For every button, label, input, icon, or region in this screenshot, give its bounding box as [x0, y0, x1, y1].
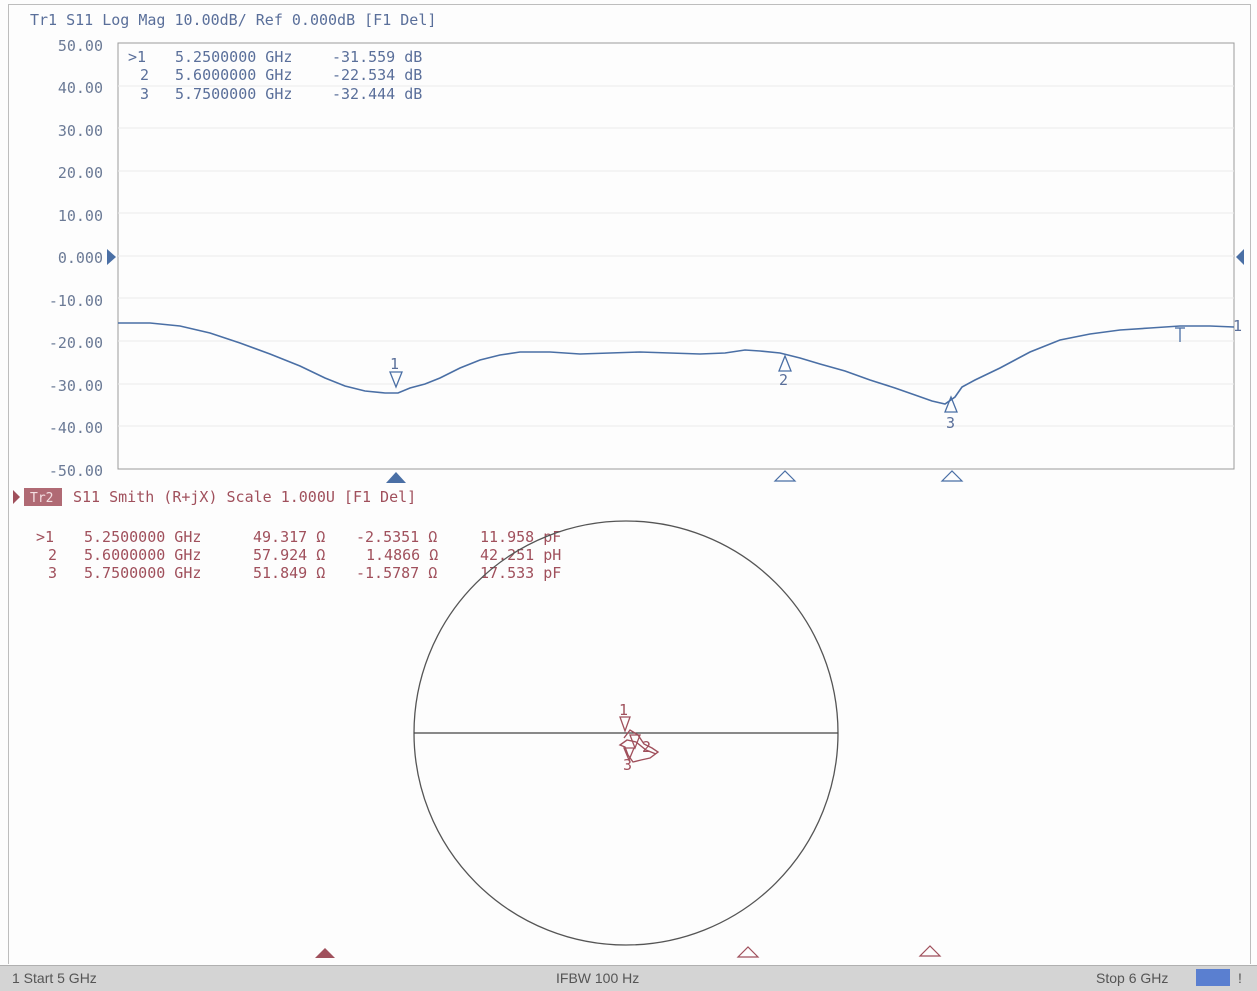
- smith-marker-1-icon: [619, 716, 631, 733]
- status-end-mark: !: [1238, 970, 1242, 986]
- frame-right: [1250, 4, 1251, 964]
- marker-reactance: -1.5787 Ω: [356, 564, 437, 582]
- logmag-grid: [118, 85, 1234, 427]
- y-tick-label: 30.00: [58, 122, 103, 140]
- frame-top: [8, 4, 1251, 5]
- smith-marker-tag: 1: [619, 701, 628, 719]
- s11-smith-trace[interactable]: [618, 729, 660, 763]
- marker-component: 42.251 pH: [480, 546, 561, 564]
- smith-marker-3-position-icon[interactable]: [918, 945, 942, 957]
- marker-reactance: -2.5351 Ω: [356, 528, 437, 546]
- y-tick-label: -10.00: [49, 292, 103, 310]
- logmag-y-ticks: 50.00 40.00 30.00 20.00 10.00 0.000 -10.…: [49, 37, 103, 480]
- marker-2-position-icon[interactable]: [773, 470, 797, 482]
- trace1-header[interactable]: Tr1 S11 Log Mag 10.00dB/ Ref 0.000dB [F1…: [30, 11, 436, 29]
- trace2-marker-table: >1 5.2500000 GHz 49.317 Ω -2.5351 Ω 11.9…: [36, 528, 561, 582]
- marker-value: -32.444 dB: [332, 85, 422, 103]
- channel-status-badge[interactable]: [1196, 969, 1230, 986]
- marker-value: -31.559 dB: [332, 48, 422, 66]
- smith-marker-1-position-icon[interactable]: [315, 948, 335, 958]
- marker-component: 11.958 pF: [480, 528, 561, 546]
- marker-value: -22.534 dB: [332, 66, 422, 84]
- analyzer-display: Tr1 S11 Log Mag 10.00dB/ Ref 0.000dB [F1…: [13, 11, 1244, 958]
- marker-label: 2: [48, 546, 57, 564]
- trace2-header[interactable]: S11 Smith (R+jX) Scale 1.000U [F1 Del]: [73, 488, 416, 506]
- marker-tag: 2: [779, 371, 788, 389]
- marker-label: >1: [128, 48, 146, 66]
- trace1-marker-table: >1 5.2500000 GHz -31.559 dB 2 5.6000000 …: [128, 48, 422, 103]
- active-trace-arrow-icon: [13, 490, 20, 504]
- ref-level-right-icon[interactable]: [1236, 249, 1244, 265]
- trace-end-tag: 1: [1233, 317, 1242, 335]
- ref-level-left-icon[interactable]: [107, 249, 116, 265]
- marker-tag: 3: [946, 414, 955, 432]
- y-tick-label: -30.00: [49, 377, 103, 395]
- smith-marker-2-icon: [629, 734, 641, 750]
- trace1-markers[interactable]: [389, 354, 958, 413]
- marker-component: 17.533 pF: [480, 564, 561, 582]
- y-tick-label: 10.00: [58, 207, 103, 225]
- marker-freq: 5.2500000 GHz: [84, 528, 201, 546]
- marker-freq: 5.7500000 GHz: [175, 85, 292, 103]
- marker-3-position-icon[interactable]: [940, 470, 964, 482]
- s11-logmag-trace[interactable]: [118, 322, 1235, 405]
- marker-resistance: 57.924 Ω: [253, 546, 325, 564]
- smith-marker-3-icon: [623, 747, 635, 762]
- y-tick-label: -40.00: [49, 419, 103, 437]
- start-frequency[interactable]: 1 Start 5 GHz: [12, 970, 97, 986]
- marker-label: 3: [140, 85, 149, 103]
- marker-tag: 1: [390, 355, 399, 373]
- trace2-badge[interactable]: [24, 488, 62, 506]
- y-tick-label: 50.00: [58, 37, 103, 55]
- stop-frequency[interactable]: Stop 6 GHz: [1096, 970, 1169, 986]
- y-tick-label: -50.00: [49, 462, 103, 480]
- marker-label: >1: [36, 528, 54, 546]
- marker-resistance: 49.317 Ω: [253, 528, 325, 546]
- frame-left: [8, 4, 9, 964]
- trace2-markers[interactable]: [619, 716, 641, 762]
- marker-label: 2: [140, 66, 149, 84]
- marker-freq: 5.6000000 GHz: [84, 546, 201, 564]
- ifbw-setting[interactable]: IFBW 100 Hz: [556, 970, 640, 986]
- y-tick-label: 0.000: [58, 249, 103, 267]
- marker-1-position-icon[interactable]: [386, 472, 406, 483]
- marker-resistance: 51.849 Ω: [253, 564, 325, 582]
- marker-freq: 5.2500000 GHz: [175, 48, 292, 66]
- smith-marker-2-position-icon[interactable]: [736, 946, 760, 958]
- marker-2-icon: [778, 354, 792, 372]
- marker-3-icon: [944, 395, 958, 413]
- marker-1-icon: [389, 371, 403, 389]
- trace2-badge-label: Tr2: [30, 491, 53, 506]
- marker-label: 3: [48, 564, 57, 582]
- smith-marker-tag: 2: [642, 738, 651, 756]
- y-tick-label: 20.00: [58, 164, 103, 182]
- y-tick-label: 40.00: [58, 79, 103, 97]
- y-tick-label: -20.00: [49, 334, 103, 352]
- smith-marker-tag: 3: [623, 756, 632, 774]
- marker-reactance: 1.4866 Ω: [366, 546, 438, 564]
- status-bar: 1 Start 5 GHz IFBW 100 Hz Stop 6 GHz !: [0, 965, 1257, 991]
- marker-freq: 5.7500000 GHz: [84, 564, 201, 582]
- marker-freq: 5.6000000 GHz: [175, 66, 292, 84]
